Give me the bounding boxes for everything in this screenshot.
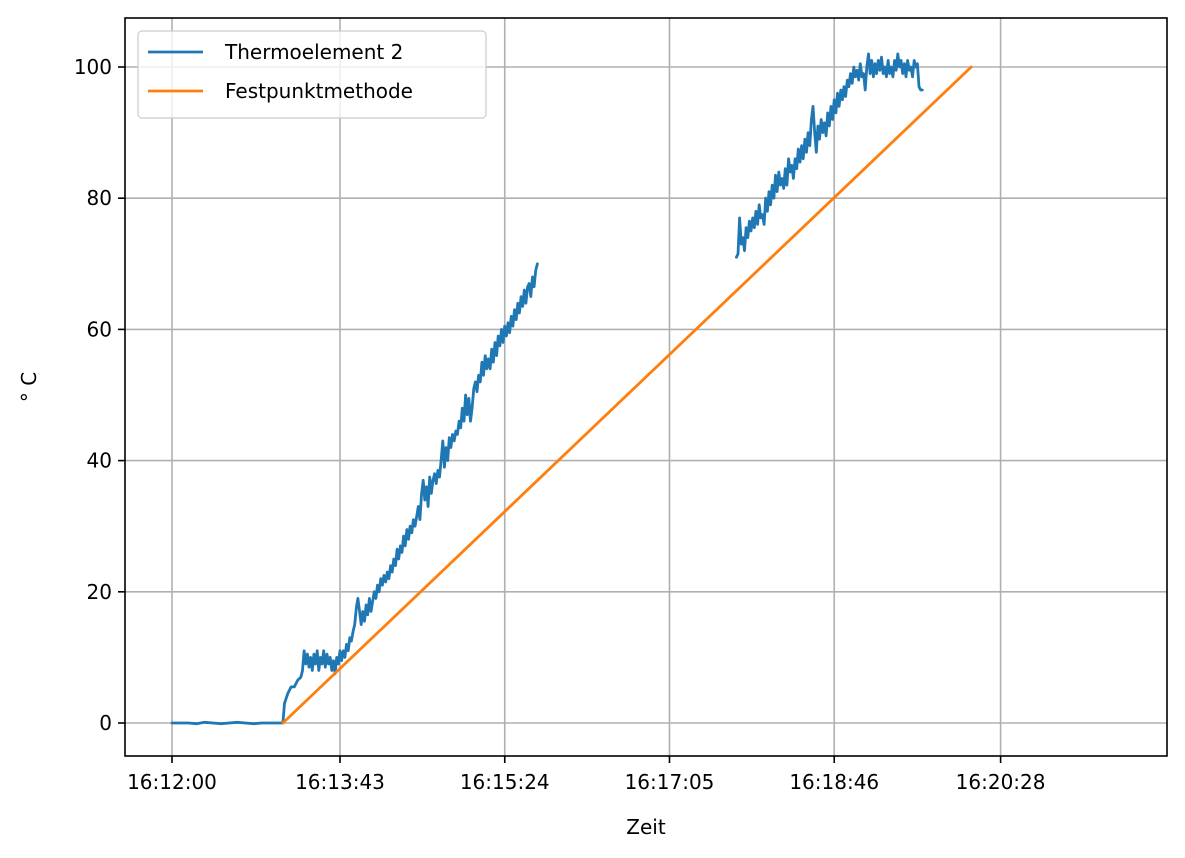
x-axis-ticks: 16:12:00 16:13:43 16:15:24 16:17:05 16:18:46… [127, 756, 1046, 794]
y-tick-label: 60 [87, 317, 112, 341]
x-tick-label: 16:18:46 [789, 770, 879, 794]
x-tick-label: 16:17:05 [625, 770, 715, 794]
y-tick-label: 40 [87, 449, 112, 473]
y-axis-ticks: 0 20 40 60 80 100 [74, 55, 125, 735]
y-tick-label: 100 [74, 55, 112, 79]
y-tick-label: 0 [99, 711, 112, 735]
legend-label-thermoelement: Thermoelement 2 [224, 40, 403, 64]
axes-frame [124, 17, 1168, 757]
y-tick-label: 20 [87, 580, 112, 604]
series-festpunkt-line [281, 65, 973, 725]
y-tick-label: 80 [87, 186, 112, 210]
legend-label-festpunkt: Festpunktmethode [225, 79, 413, 103]
y-axis-label: ° C [17, 372, 41, 402]
legend-box [137, 30, 487, 119]
x-tick-label: 16:13:43 [295, 770, 385, 794]
x-tick-label: 16:15:24 [460, 770, 550, 794]
series-thermoelement-line [170, 262, 539, 726]
x-axis-label: Zeit [626, 815, 666, 839]
legend: Thermoelement 2 Festpunktmethode [137, 30, 487, 119]
x-tick-label: 16:12:00 [127, 770, 217, 794]
grid-lines [125, 18, 1167, 756]
series-thermoelement-line [735, 52, 924, 259]
plot-area [170, 52, 973, 726]
x-tick-label: 16:20:28 [956, 770, 1046, 794]
